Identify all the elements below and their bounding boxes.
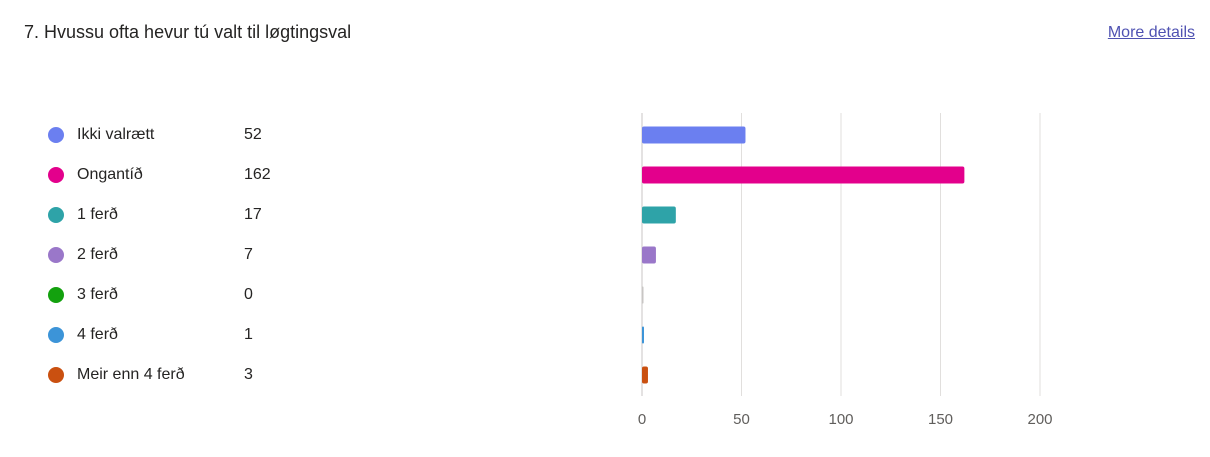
- bar-meir-enn-4-ferð[interactable]: [642, 366, 648, 384]
- bar-ikki-valrætt[interactable]: [642, 126, 746, 144]
- legend-dot-icon: [48, 127, 64, 143]
- x-tick-label: 50: [733, 411, 750, 428]
- legend-dot-icon: [48, 327, 64, 343]
- legend-label: 3 ferð: [77, 286, 118, 303]
- legend-item: 1 ferð 17: [48, 195, 348, 235]
- legend-dot-icon: [48, 247, 64, 263]
- legend-label: Ongantíð: [77, 166, 143, 183]
- bar-2-ferð[interactable]: [642, 246, 656, 264]
- legend-label: Meir enn 4 ferð: [77, 366, 185, 383]
- legend-count: 0: [244, 286, 253, 303]
- legend-count: 52: [244, 126, 262, 143]
- legend-label: Ikki valrætt: [77, 126, 155, 143]
- x-tick-label: 150: [928, 411, 953, 428]
- bar-ongantið[interactable]: [642, 166, 965, 184]
- legend-count: 17: [244, 206, 262, 223]
- legend-item: Meir enn 4 ferð 3: [48, 355, 348, 395]
- legend-count: 7: [244, 246, 253, 263]
- legend-label: 4 ferð: [77, 326, 118, 343]
- legend-label: 2 ferð: [77, 246, 118, 263]
- legend-item: 3 ferð 0: [48, 275, 348, 315]
- legend-count: 1: [244, 326, 253, 343]
- legend-dot-icon: [48, 367, 64, 383]
- question-title: 7. Hvussu ofta hevur tú valt til løgting…: [24, 22, 352, 42]
- bar-4-ferð[interactable]: [642, 326, 644, 344]
- bar-1-ferð[interactable]: [642, 206, 676, 224]
- x-tick-label: 100: [828, 411, 853, 428]
- bar-3-ferð[interactable]: [642, 286, 644, 304]
- legend-label: 1 ferð: [77, 206, 118, 223]
- legend-dot-icon: [48, 207, 64, 223]
- x-tick-label: 0: [638, 411, 646, 428]
- legend-item: Ongantíð 162: [48, 155, 348, 195]
- legend-count: 3: [244, 366, 253, 383]
- x-tick-label: 200: [1027, 411, 1052, 428]
- legend-dot-icon: [48, 287, 64, 303]
- legend-item: 2 ferð 7: [48, 235, 348, 275]
- legend-item: 4 ferð 1: [48, 315, 348, 355]
- more-details-link[interactable]: More details: [1107, 24, 1195, 41]
- legend-item: Ikki valrætt 52: [48, 115, 348, 155]
- legend-dot-icon: [48, 167, 64, 183]
- chart-legend: Ikki valrætt 52 Ongantíð 162 1 ferð 17 2 ferð 7…: [48, 115, 348, 395]
- legend-count: 162: [244, 166, 271, 183]
